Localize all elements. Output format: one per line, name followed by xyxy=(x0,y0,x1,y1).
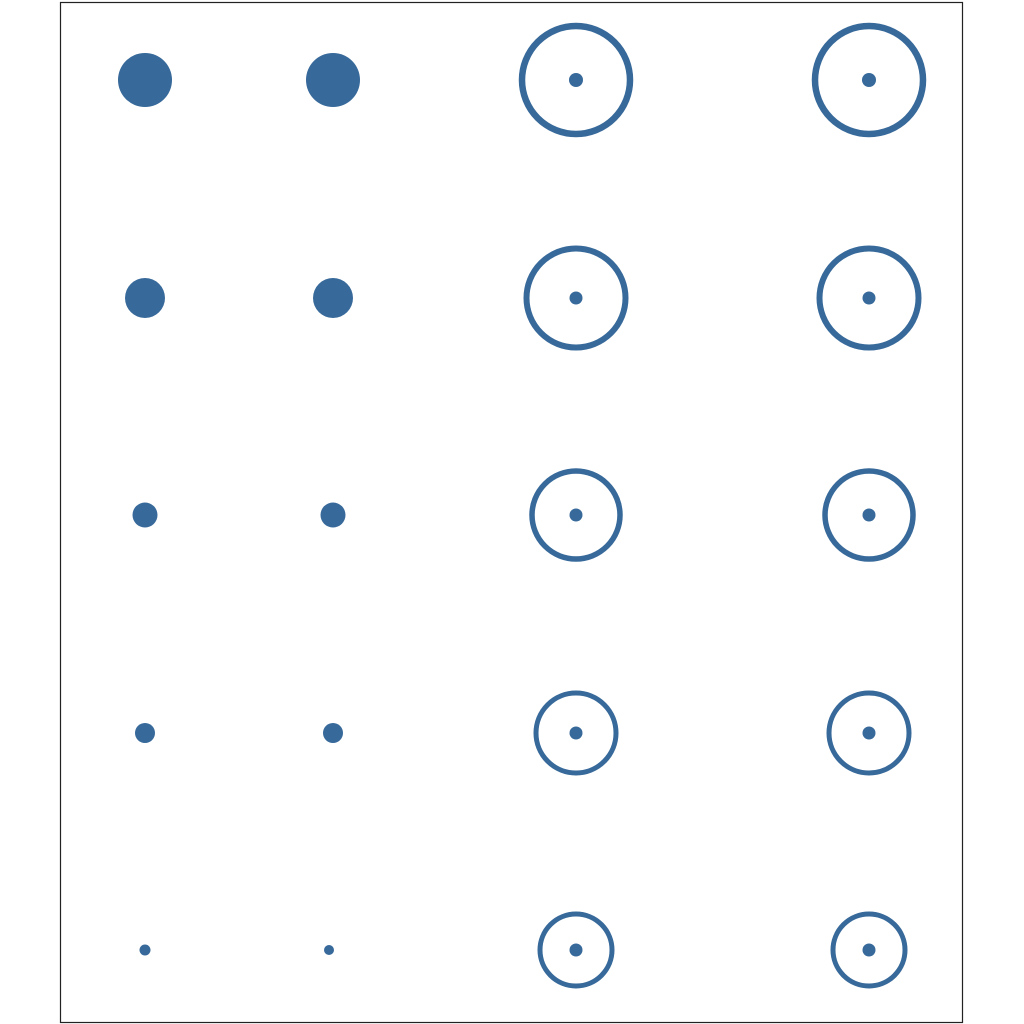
ring-marker xyxy=(830,911,908,989)
filled-marker xyxy=(118,53,172,107)
ring-marker xyxy=(822,468,916,562)
filled-marker xyxy=(313,278,353,318)
ring-center xyxy=(569,943,583,957)
filled-marker xyxy=(125,278,165,318)
ring-marker xyxy=(537,911,615,989)
ring-marker xyxy=(518,22,634,138)
ring-center xyxy=(569,508,583,522)
filled-marker xyxy=(135,723,155,743)
filled-marker xyxy=(139,944,151,956)
ring-center xyxy=(862,291,876,305)
ring-center xyxy=(569,726,583,740)
ring-center xyxy=(569,73,583,87)
ring-center xyxy=(862,508,876,522)
ring-center xyxy=(862,943,876,957)
ring-marker xyxy=(529,468,623,562)
ring-marker xyxy=(826,690,912,776)
ring-center xyxy=(569,291,583,305)
ring-marker xyxy=(816,245,922,351)
filled-marker xyxy=(324,945,334,955)
ring-marker xyxy=(523,245,629,351)
ring-marker xyxy=(811,22,927,138)
frame xyxy=(59,1,964,1024)
filled-marker xyxy=(323,723,343,743)
ring-center xyxy=(862,726,876,740)
ring-center xyxy=(862,73,876,87)
filled-marker xyxy=(320,502,346,528)
filled-marker xyxy=(132,502,158,528)
filled-marker xyxy=(306,53,360,107)
ring-marker xyxy=(533,690,619,776)
